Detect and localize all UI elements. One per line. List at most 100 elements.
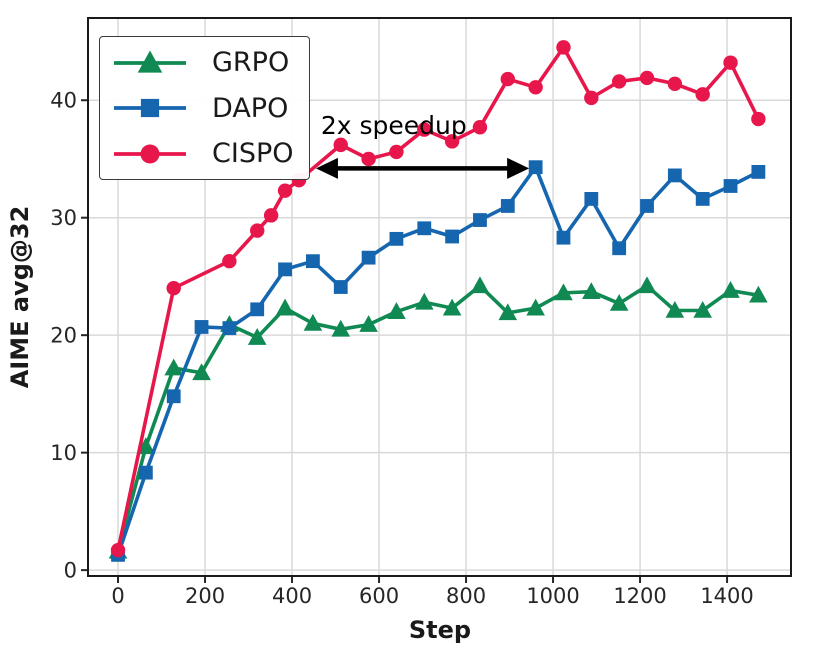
x-axis-label: Step (409, 616, 471, 644)
x-tick-label: 1000 (526, 584, 579, 608)
grpo-marker (582, 282, 601, 300)
cispo-marker (584, 90, 599, 106)
x-tick-label: 400 (272, 584, 312, 608)
dapo-marker (417, 221, 432, 236)
grpo-marker (414, 292, 434, 310)
legend: GRPO DAPO CISPO (99, 36, 310, 180)
legend-item-grpo: GRPO (112, 41, 309, 85)
speedup-arrow-left-head (315, 157, 338, 179)
cispo-marker (556, 40, 571, 55)
x-tick-label: 600 (359, 584, 399, 608)
dapo-marker (528, 160, 543, 175)
dapo-marker (333, 280, 348, 294)
cispo-marker (222, 253, 237, 269)
cispo-marker (389, 144, 404, 160)
grpo-marker (693, 301, 712, 318)
legend-item-cispo: CISPO (112, 132, 309, 176)
dapo-marker (250, 302, 265, 317)
x-tick-label: 0 (111, 584, 124, 608)
cispo-marker (250, 223, 265, 238)
y-tick-label: 40 (50, 89, 77, 113)
speedup-arrow-right-head (507, 157, 530, 179)
dapo-marker (278, 262, 292, 277)
y-tick-label: 10 (50, 441, 77, 465)
cispo-marker (500, 71, 515, 87)
cispo-legend-glyph (140, 143, 160, 164)
dapo-marker (138, 465, 153, 480)
y-tick-label: 30 (50, 206, 77, 230)
cispo-marker (333, 137, 348, 153)
y-tick-label: 0 (64, 559, 77, 583)
cispo-marker (263, 208, 279, 223)
grpo-marker (275, 298, 295, 316)
x-tick-label: 1400 (700, 584, 753, 608)
grpo-marker (665, 301, 685, 318)
cispo-marker (361, 151, 376, 167)
grpo-marker (554, 283, 573, 301)
grpo-marker (498, 303, 518, 321)
dapo-legend-marker-icon (114, 98, 186, 118)
grpo-marker (247, 328, 267, 345)
grpo-marker (303, 313, 323, 331)
cispo-marker (444, 134, 460, 149)
grpo-marker (164, 358, 183, 376)
grpo-marker (470, 276, 490, 294)
cispo-marker (166, 280, 181, 296)
cispo-marker (528, 80, 543, 95)
x-tick-label: 1200 (613, 584, 666, 608)
legend-item-dapo: DAPO (112, 86, 309, 130)
series-line-dapo (116, 165, 761, 557)
dapo-marker (389, 231, 404, 246)
series-layer (108, 40, 768, 562)
dapo-marker (306, 254, 320, 269)
grpo-marker (637, 276, 657, 294)
dapo-marker (500, 199, 515, 213)
dapo-marker (640, 199, 654, 213)
grpo-marker (192, 363, 211, 381)
cispo-marker (611, 74, 627, 89)
legend-label-dapo: DAPO (212, 92, 289, 124)
dapo-marker (584, 192, 599, 206)
dapo-marker (695, 192, 710, 206)
plot-border (87, 17, 792, 577)
y-axis-label: AIME avg@32 (6, 206, 34, 389)
cispo-marker (417, 122, 432, 137)
grpo-marker (331, 319, 351, 337)
dapo-marker (361, 250, 376, 265)
grpo-marker (359, 315, 378, 332)
dapo-marker (612, 241, 627, 256)
grpo-legend-glyph (137, 49, 163, 73)
grpo-marker (721, 281, 740, 298)
tick-layer: 0 200 400 600 800 1000 1200 1400 0 10 20 30 40 (50, 89, 754, 608)
legend-label-grpo: GRPO (212, 47, 290, 78)
series-line-grpo (116, 284, 761, 554)
dapo-marker (723, 179, 738, 193)
x-tick-label: 800 (446, 584, 486, 608)
legend-label-cispo: CISPO (212, 138, 294, 169)
dapo-marker (667, 168, 682, 183)
dapo-marker (445, 229, 460, 244)
cispo-legend-marker-icon (114, 143, 186, 164)
dapo-marker (751, 164, 766, 179)
y-tick-label: 20 (50, 324, 77, 348)
grpo-marker (136, 437, 156, 455)
cispo-marker (723, 55, 738, 70)
cispo-marker (667, 76, 683, 91)
dapo-marker (473, 213, 487, 227)
dapo-marker (556, 230, 571, 245)
dapo-marker (166, 389, 181, 404)
cispo-marker (639, 70, 655, 86)
cispo-marker (695, 87, 710, 102)
grpo-marker (609, 293, 629, 311)
grpo-legend-marker-icon (114, 49, 186, 73)
dapo-legend-glyph (140, 98, 160, 118)
dapo-marker (194, 320, 209, 334)
cispo-marker (110, 542, 126, 558)
grpo-marker (442, 298, 462, 316)
cispo-marker (751, 111, 766, 127)
grpo-marker (526, 298, 545, 316)
x-tick-label: 200 (185, 584, 225, 608)
speedup-annotation-text: 2x speedup (321, 111, 467, 140)
annotation-layer (315, 157, 530, 179)
